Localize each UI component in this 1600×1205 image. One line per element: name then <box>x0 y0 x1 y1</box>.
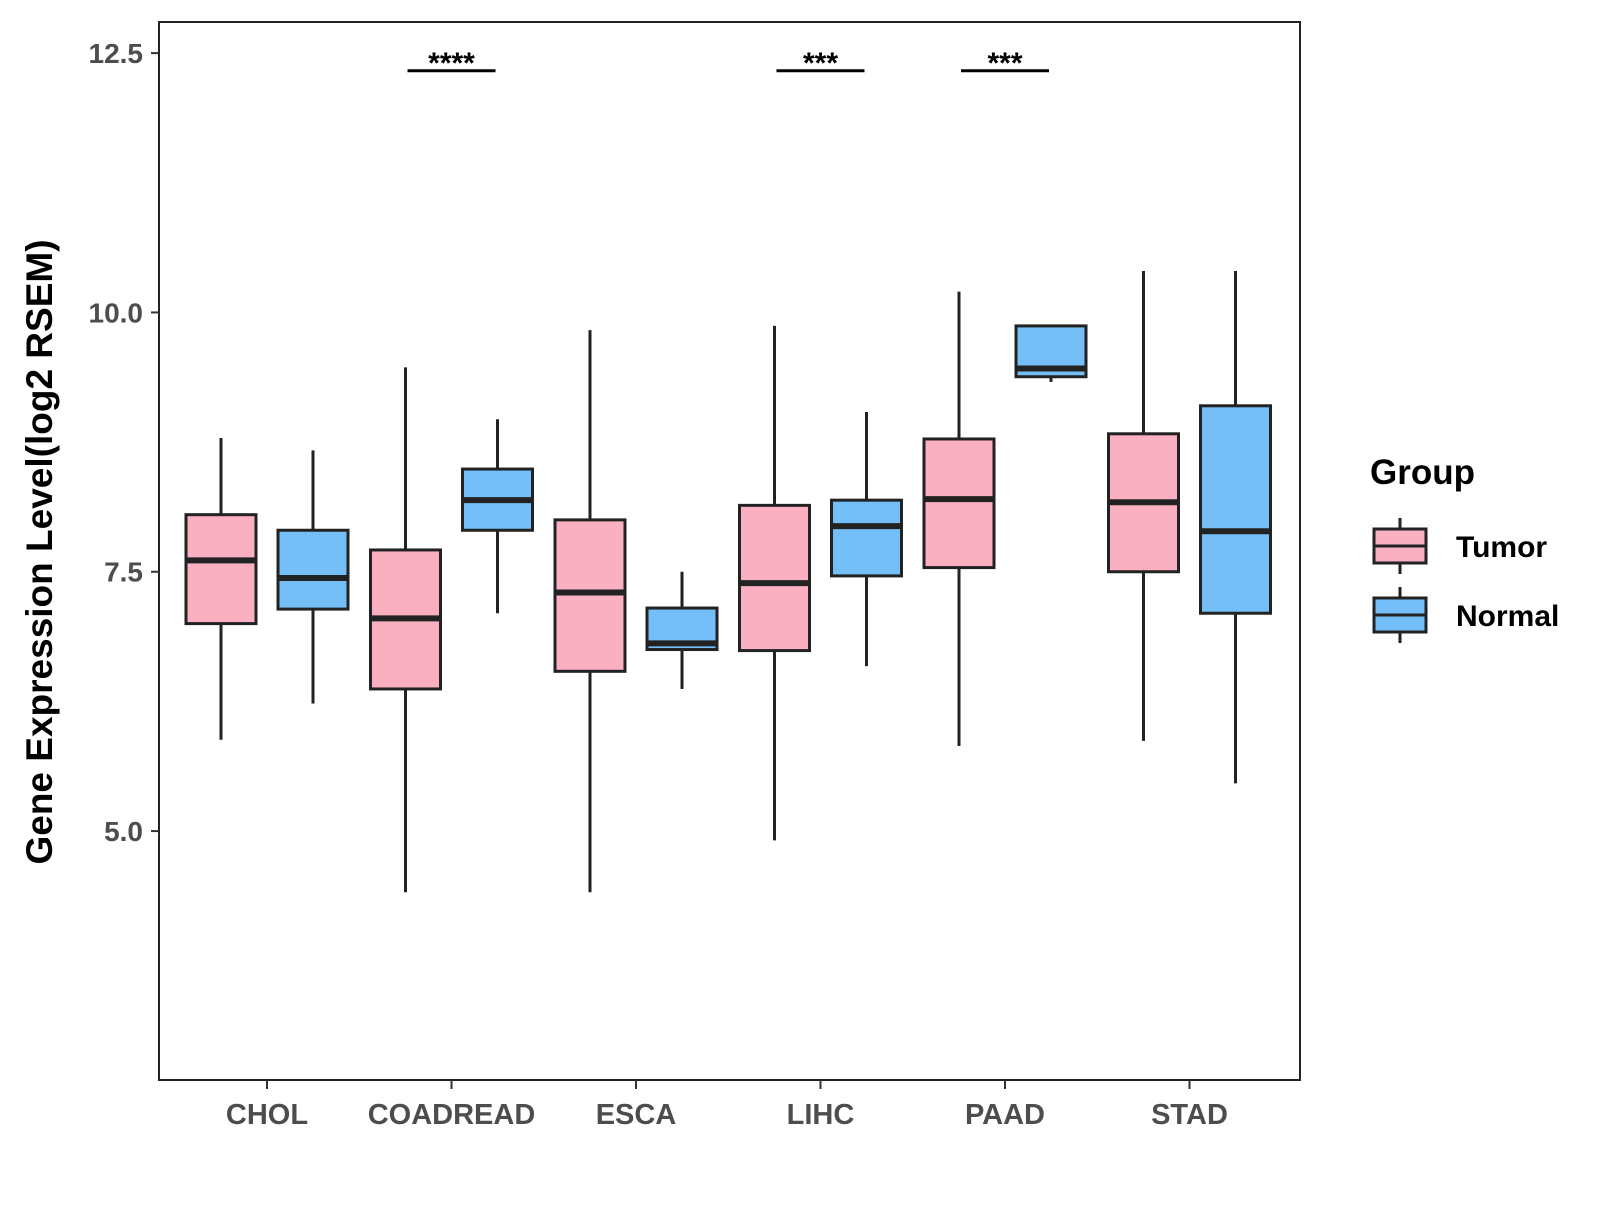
y-axis-label: Gene Expression Level(log2 RSEM) <box>19 239 60 864</box>
significance-label-lihc: *** <box>803 47 838 80</box>
box-lihc-tumor <box>738 503 811 653</box>
plot-panel-border <box>158 21 1301 1081</box>
x-tick-label-esca: ESCA <box>596 1099 677 1131</box>
x-tick-label-paad: PAAD <box>965 1099 1045 1131</box>
box-chol-normal <box>276 528 350 611</box>
box-chol-tumor <box>184 513 258 626</box>
box-paad-tumor <box>922 437 996 570</box>
x-tick-label-coadread: COADREAD <box>368 1099 536 1131</box>
significance-label-paad: *** <box>987 47 1022 80</box>
box-stad-normal <box>1199 404 1272 615</box>
x-tick-label-chol: CHOL <box>226 1099 308 1131</box>
significance-label-coadread: **** <box>428 47 475 80</box>
x-tick-label-lihc: LIHC <box>787 1099 855 1131</box>
y-tick-label: 5.0 <box>104 816 143 847</box>
y-tick-label: 7.5 <box>104 557 143 588</box>
y-tick-label: 12.5 <box>89 38 144 69</box>
legend-label-tumor: Tumor <box>1456 531 1547 564</box>
box-lihc-normal <box>830 498 903 578</box>
box-esca-tumor <box>553 518 627 673</box>
x-tick-label-stad: STAD <box>1151 1099 1228 1131</box>
legend-label-normal: Normal <box>1456 600 1559 633</box>
y-tick-label: 10.0 <box>89 297 144 328</box>
legend-title: Group <box>1370 453 1475 492</box>
